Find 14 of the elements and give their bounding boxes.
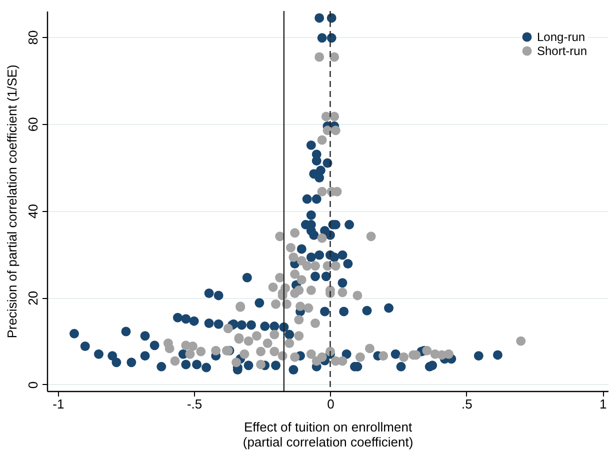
legend-label: Long-run: [537, 30, 586, 44]
y-axis-title: Precision of partial correlation coefficient (1/SE): [4, 64, 20, 338]
y-tick-label: 20: [26, 290, 40, 306]
legend-label: Short-run: [537, 44, 588, 58]
x-tick-label: .5: [461, 396, 472, 412]
x-tick-label: 0: [327, 396, 334, 412]
x-axis-title: Effect of tuition on enrollment (partial correlation coefficient): [242, 420, 414, 450]
y-tick-label: 80: [26, 30, 40, 45]
y-tick-label: 40: [26, 204, 40, 219]
y-tick-label: 60: [26, 117, 40, 132]
x-tick-label: -.5: [186, 396, 202, 412]
x-tick-label: -1: [52, 396, 64, 412]
y-tick-label: 0: [26, 381, 40, 389]
x-tick-label: 1: [599, 396, 607, 412]
